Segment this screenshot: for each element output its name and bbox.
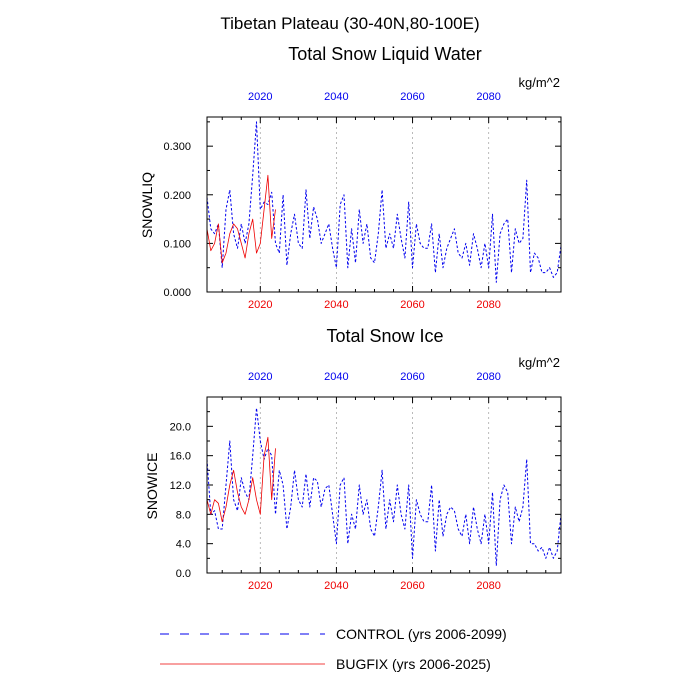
x-tick-label-top: 2040 (324, 91, 348, 103)
y-tick-label: 0.000 (163, 287, 191, 299)
x-tick-label-bottom: 2040 (324, 580, 348, 592)
panel1-units: kg/m^2 (518, 75, 560, 90)
snowliq-plot: 2020 2020 2040 2040 2060 2060 2080 2080 0.000 0.1… (163, 91, 562, 311)
x-tick-label-bottom: 2080 (476, 580, 500, 592)
y-tick-label: 0.100 (163, 238, 191, 250)
x-tick-label-bottom: 2020 (248, 580, 272, 592)
legend: CONTROL (yrs 2006-2099) BUGFIX (yrs 2006… (160, 626, 507, 672)
x-tick-label-top: 2020 (248, 91, 272, 103)
y-tick-label: 20.0 (170, 421, 191, 433)
x-tick-label-top: 2040 (324, 371, 348, 383)
x-tick-label-top: 2080 (476, 91, 500, 103)
legend-control-label: CONTROL (yrs 2006-2099) (336, 626, 507, 642)
x-tick-label-bottom: 2040 (324, 299, 348, 311)
legend-bugfix-label: BUGFIX (yrs 2006-2025) (336, 656, 491, 672)
y-tick-label: 0.200 (163, 190, 191, 202)
x-tick-label-top: 2020 (248, 371, 272, 383)
series-line-bugfix (206, 174, 276, 264)
main-title: Tibetan Plateau (30-40N,80-100E) (220, 14, 479, 33)
x-tick-label-top: 2060 (400, 371, 424, 383)
x-tick-label-top: 2060 (400, 91, 424, 103)
panel1-title: Total Snow Liquid Water (288, 44, 481, 64)
y-tick-label: 16.0 (170, 451, 191, 463)
y-tick-label: 0.0 (176, 568, 191, 580)
plot-frame (206, 116, 562, 293)
x-tick-label-top: 2080 (476, 371, 500, 383)
plot-frame (206, 396, 562, 574)
panel1-ylabel: SNOWLIQ (139, 172, 155, 238)
y-tick-label: 0.300 (163, 141, 191, 153)
y-tick-label: 8.0 (176, 509, 191, 521)
y-tick-label: 12.0 (170, 480, 191, 492)
x-tick-label-bottom: 2020 (248, 299, 272, 311)
x-tick-label-bottom: 2060 (400, 580, 424, 592)
y-tick-label: 4.0 (176, 539, 191, 551)
series-line-control (206, 121, 562, 283)
series-line-bugfix (206, 436, 276, 523)
snowice-plot: 2020 2020 2040 2040 2060 2060 2080 2080 0.0 4.0 8.… (170, 371, 562, 592)
panel2-title: Total Snow Ice (326, 326, 443, 346)
x-tick-label-bottom: 2060 (400, 299, 424, 311)
panel2-units: kg/m^2 (518, 355, 560, 370)
x-tick-label-bottom: 2080 (476, 299, 500, 311)
series-line-control (206, 407, 562, 567)
panel2-ylabel: SNOWICE (144, 453, 160, 520)
